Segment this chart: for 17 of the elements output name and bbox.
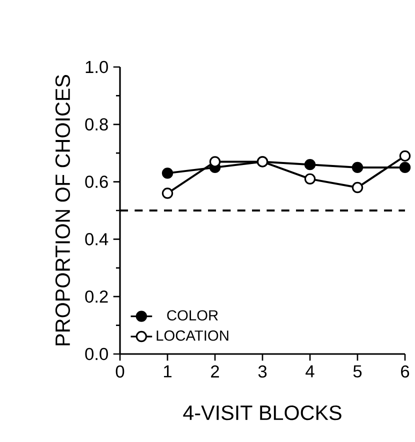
x-tick-label: 4 xyxy=(306,365,314,378)
y-tick-label: 0.4 xyxy=(85,233,108,246)
x-tick-label: 3 xyxy=(258,365,267,378)
y-tick-label: 1.0 xyxy=(86,60,108,74)
y-axis-title: PROPORTION OF CHOICES xyxy=(55,74,70,346)
y-tick-label: 0.8 xyxy=(85,118,108,131)
x-tick-label: 5 xyxy=(353,365,362,378)
y-tick-label: 0.6 xyxy=(85,176,108,188)
legend-label: LOCATION xyxy=(156,330,228,341)
y-tick-label: 0.0 xyxy=(85,348,108,360)
x-tick-label: 6 xyxy=(401,365,410,378)
y-tick-label: 0.2 xyxy=(85,290,108,303)
x-tick-label: 2 xyxy=(211,365,219,378)
x-tick-label: 0 xyxy=(116,365,124,378)
x-axis-title: 4-VISIT BLOCKS xyxy=(183,405,342,420)
x-tick-label: 1 xyxy=(164,365,172,378)
legend-label: COLOR xyxy=(167,310,218,321)
